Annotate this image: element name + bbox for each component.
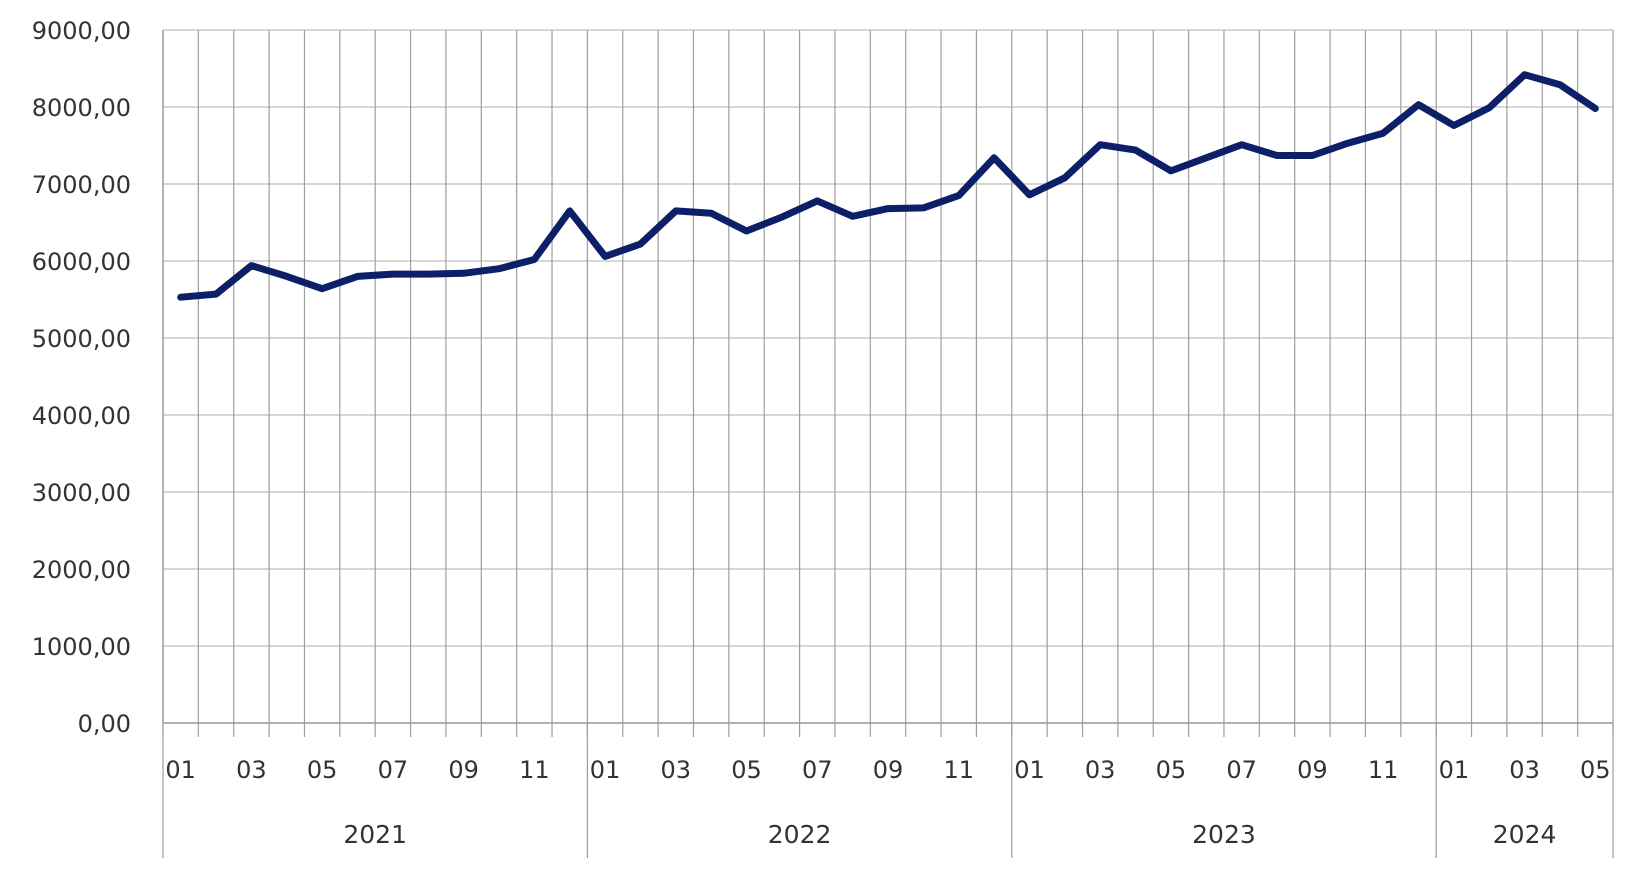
y-tick-label: 9000,00 — [32, 17, 131, 45]
data-point — [922, 207, 924, 209]
data-point — [357, 275, 359, 277]
data-point — [180, 296, 182, 298]
series-group — [177, 71, 1599, 301]
data-point — [604, 255, 606, 257]
year-label: 2023 — [1192, 820, 1256, 849]
data-point — [1064, 177, 1066, 179]
data-point — [498, 268, 500, 270]
series-line — [177, 71, 1599, 301]
x-month-tick-label: 01 — [590, 756, 621, 784]
x-month-tick-label: 09 — [873, 756, 904, 784]
data-point — [533, 258, 535, 260]
x-month-tick-label: 07 — [802, 756, 833, 784]
data-point — [639, 243, 641, 245]
y-tick-label: 5000,00 — [32, 325, 131, 353]
data-point — [392, 273, 394, 275]
x-month-tick-label: 03 — [236, 756, 267, 784]
data-point — [427, 273, 429, 275]
x-month-tick-label: 01 — [1014, 756, 1045, 784]
data-point — [286, 275, 288, 277]
data-point — [1099, 144, 1101, 146]
x-axis-month-labels: 01 03 05 07 09 11 01 03 05 07 09 11 01 03 05 07 09 11 01 03… — [165, 756, 1610, 784]
data-point — [746, 230, 748, 232]
x-month-tick-label: 09 — [448, 756, 479, 784]
data-point — [1559, 84, 1561, 86]
y-tick-label: 1000,00 — [32, 633, 131, 661]
data-point — [852, 215, 854, 217]
data-point — [1382, 132, 1384, 134]
x-month-tick-label: 07 — [378, 756, 409, 784]
data-point — [1488, 107, 1490, 109]
x-month-tick-label: 05 — [1156, 756, 1187, 784]
data-point — [958, 195, 960, 197]
data-point — [1311, 155, 1313, 157]
year-label: 2022 — [768, 820, 832, 849]
x-axis-year-labels: 2021 2022 2023 2024 — [162, 723, 1614, 858]
x-month-tick-label: 03 — [1509, 756, 1540, 784]
horizontal-gridlines — [163, 29, 1613, 724]
x-month-tick-label: 03 — [1085, 756, 1116, 784]
y-tick-label: 6000,00 — [32, 248, 131, 276]
data-point — [1347, 142, 1349, 144]
x-month-tick-label: 11 — [519, 756, 550, 784]
data-point — [250, 265, 252, 267]
data-point — [215, 293, 217, 295]
y-tick-label: 4000,00 — [32, 402, 131, 430]
data-point — [1135, 149, 1137, 151]
x-month-tick-label: 01 — [165, 756, 196, 784]
data-point — [1276, 155, 1278, 157]
data-point — [816, 200, 818, 202]
data-point — [887, 208, 889, 210]
x-month-tick-label: 11 — [1368, 756, 1399, 784]
x-month-tick-label: 01 — [1439, 756, 1470, 784]
data-point — [1453, 124, 1455, 126]
year-label: 2024 — [1493, 820, 1557, 849]
x-month-tick-label: 05 — [1580, 756, 1611, 784]
data-point — [1524, 74, 1526, 76]
x-month-tick-label: 05 — [731, 756, 762, 784]
y-tick-label: 7000,00 — [32, 171, 131, 199]
data-point — [1170, 170, 1172, 172]
year-label: 2021 — [343, 820, 407, 849]
data-point — [321, 288, 323, 290]
y-tick-label: 2000,00 — [32, 556, 131, 584]
x-month-tick-label: 07 — [1226, 756, 1257, 784]
data-point — [1205, 157, 1207, 159]
data-point — [1417, 104, 1419, 106]
x-month-tick-label: 09 — [1297, 756, 1328, 784]
y-tick-label: 3000,00 — [32, 479, 131, 507]
data-point — [675, 210, 677, 212]
y-axis-tick-labels: 0,00 1000,00 2000,00 3000,00 4000,00 5000,00 6… — [32, 17, 131, 738]
x-month-tick-label: 03 — [661, 756, 692, 784]
vertical-gridlines — [162, 30, 1614, 737]
x-month-tick-label: 11 — [943, 756, 974, 784]
data-point — [1594, 108, 1596, 110]
data-point — [463, 272, 465, 274]
y-tick-label: 0,00 — [78, 710, 131, 738]
data-point — [710, 212, 712, 214]
y-tick-label: 8000,00 — [32, 94, 131, 122]
axes — [162, 30, 1613, 724]
data-point — [569, 210, 571, 212]
data-point — [1241, 144, 1243, 146]
data-point — [1028, 194, 1030, 196]
data-point — [993, 157, 995, 159]
x-month-tick-label: 05 — [307, 756, 338, 784]
data-point — [781, 216, 783, 218]
